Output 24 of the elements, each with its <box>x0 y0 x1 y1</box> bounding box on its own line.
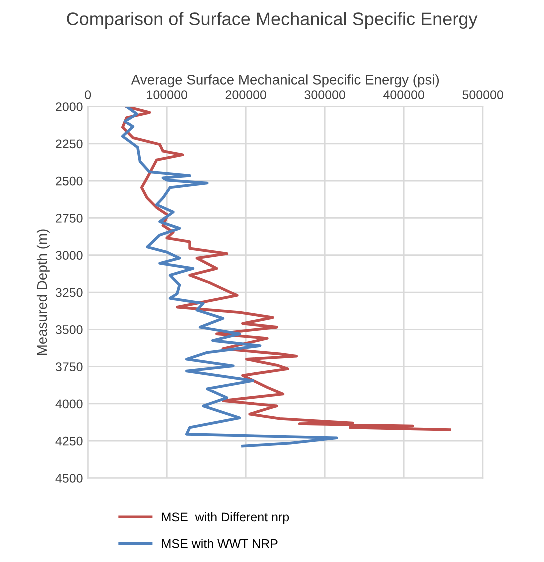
y-tick-label: 3000 <box>56 251 83 260</box>
line-series <box>121 106 452 432</box>
x-tick-label: 300000 <box>304 90 346 100</box>
y-tick-label: 2000 <box>56 102 83 112</box>
y-tick-label: 4250 <box>56 436 83 446</box>
y-tick-label: 2500 <box>56 176 83 186</box>
x-tick-label: 100000 <box>147 90 188 100</box>
y-tick-label: 3750 <box>56 362 83 372</box>
x-tick-label: 400000 <box>384 90 424 100</box>
y-tick-label: 4500 <box>56 474 83 483</box>
y-tick-label: 2750 <box>56 214 83 223</box>
y-tick-label: 3500 <box>56 325 83 334</box>
y-tick-label: 2250 <box>56 140 83 149</box>
chart-title: Comparison of Surface Mechanical Specific Energy <box>67 12 478 30</box>
y-tick-label: 3250 <box>56 288 83 298</box>
x-axis-title: Average Surface Mechanical Specific Energy (psi) <box>131 74 440 88</box>
y-axis-title: Measured Depth (m) <box>36 230 50 356</box>
x-tick-label: 200000 <box>226 90 266 100</box>
x-tick-label: 0 <box>85 90 92 100</box>
legend-label: MSE with WWT NRP <box>162 539 278 548</box>
line-series <box>121 106 338 448</box>
x-tick-label: 500000 <box>462 90 504 100</box>
legend-label: MSE with Different nrp <box>162 512 290 524</box>
y-tick-label: 4000 <box>56 400 83 409</box>
